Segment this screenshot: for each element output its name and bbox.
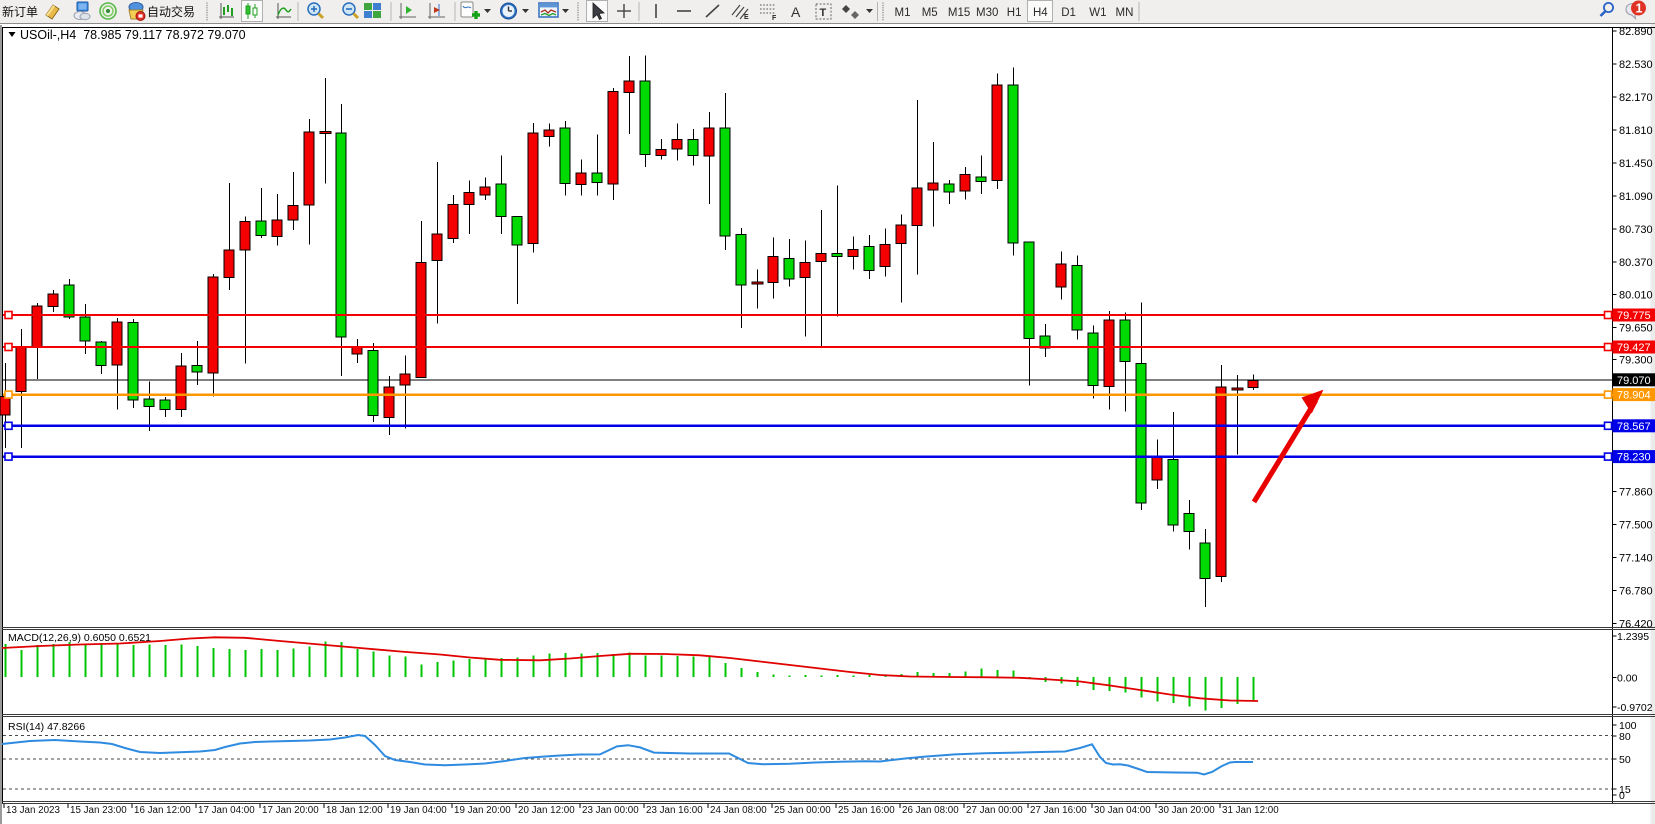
svg-text:77.500: 77.500 <box>1619 520 1653 532</box>
svg-text:13 Jan 2023: 13 Jan 2023 <box>6 805 60 816</box>
svg-text:26 Jan 08:00: 26 Jan 08:00 <box>902 805 959 816</box>
svg-text:82.530: 82.530 <box>1619 59 1653 71</box>
svg-text:15 Jan 23:00: 15 Jan 23:00 <box>70 805 127 816</box>
svg-text:81.090: 81.090 <box>1619 191 1653 203</box>
svg-text:77.860: 77.860 <box>1619 487 1653 499</box>
svg-text:RSI(14) 47.8266: RSI(14) 47.8266 <box>8 721 85 733</box>
svg-text:81.450: 81.450 <box>1619 158 1653 170</box>
svg-text:A: A <box>791 4 801 20</box>
svg-text:H4: H4 <box>1033 7 1048 19</box>
svg-text:E: E <box>744 14 749 21</box>
svg-text:24 Jan 08:00: 24 Jan 08:00 <box>710 805 767 816</box>
svg-text:1.2395: 1.2395 <box>1617 631 1649 643</box>
svg-text:MACD(12,26,9) 0.6050 0.6521: MACD(12,26,9) 0.6050 0.6521 <box>8 632 151 644</box>
svg-text:79.427: 79.427 <box>1617 342 1651 354</box>
svg-text:50: 50 <box>1619 754 1631 766</box>
svg-text:T: T <box>820 7 827 19</box>
svg-text:-0.9702: -0.9702 <box>1617 702 1653 714</box>
svg-text:0: 0 <box>1619 790 1625 802</box>
svg-text:78.904: 78.904 <box>1617 390 1651 402</box>
svg-text:80.730: 80.730 <box>1619 224 1653 236</box>
svg-text:20 Jan 12:00: 20 Jan 12:00 <box>518 805 575 816</box>
svg-text:30 Jan 20:00: 30 Jan 20:00 <box>1158 805 1215 816</box>
svg-text:15: 15 <box>1619 784 1631 796</box>
svg-text:80: 80 <box>1619 731 1631 743</box>
svg-text:16 Jan 12:00: 16 Jan 12:00 <box>134 805 191 816</box>
svg-text:77.140: 77.140 <box>1619 553 1653 565</box>
svg-text:79.070: 79.070 <box>1617 375 1651 387</box>
svg-text:79.775: 79.775 <box>1617 310 1651 322</box>
svg-text:17 Jan 20:00: 17 Jan 20:00 <box>262 805 319 816</box>
svg-text:80.010: 80.010 <box>1619 290 1653 302</box>
svg-text:79.300: 79.300 <box>1619 355 1653 367</box>
svg-text:100: 100 <box>1619 720 1637 732</box>
svg-text:M1: M1 <box>895 7 911 19</box>
svg-text:M30: M30 <box>976 7 998 19</box>
svg-text:自动交易: 自动交易 <box>147 4 195 19</box>
svg-text:80.370: 80.370 <box>1619 257 1653 269</box>
svg-text:76.420: 76.420 <box>1619 618 1653 630</box>
svg-text:82.170: 82.170 <box>1619 92 1653 104</box>
svg-text:25 Jan 16:00: 25 Jan 16:00 <box>838 805 895 816</box>
svg-text:23 Jan 16:00: 23 Jan 16:00 <box>646 805 703 816</box>
svg-text:27 Jan 00:00: 27 Jan 00:00 <box>966 805 1023 816</box>
svg-text:19 Jan 20:00: 19 Jan 20:00 <box>454 805 511 816</box>
svg-text:M15: M15 <box>948 7 970 19</box>
svg-text:0.00: 0.00 <box>1617 673 1638 685</box>
svg-text:F: F <box>772 15 777 22</box>
svg-text:1: 1 <box>1636 2 1643 16</box>
svg-text:新订单: 新订单 <box>2 4 38 19</box>
svg-text:30 Jan 04:00: 30 Jan 04:00 <box>1094 805 1151 816</box>
svg-text:19 Jan 04:00: 19 Jan 04:00 <box>390 805 447 816</box>
svg-text:25 Jan 00:00: 25 Jan 00:00 <box>774 805 831 816</box>
svg-text:76.780: 76.780 <box>1619 586 1653 598</box>
svg-text:78.567: 78.567 <box>1617 421 1651 433</box>
svg-text:82.890: 82.890 <box>1619 26 1653 38</box>
svg-text:USOil-,H4 78.985 79.117 78.97: USOil-,H4 78.985 79.117 78.972 79.070 <box>20 28 246 42</box>
svg-text:79.650: 79.650 <box>1619 323 1653 335</box>
svg-text:17 Jan 04:00: 17 Jan 04:00 <box>198 805 255 816</box>
svg-text:31 Jan 12:00: 31 Jan 12:00 <box>1222 805 1279 816</box>
svg-text:81.810: 81.810 <box>1619 125 1653 137</box>
svg-text:18 Jan 12:00: 18 Jan 12:00 <box>326 805 383 816</box>
svg-text:27 Jan 16:00: 27 Jan 16:00 <box>1030 805 1087 816</box>
svg-text:D1: D1 <box>1061 7 1076 19</box>
svg-text:M5: M5 <box>922 7 938 19</box>
svg-text:H1: H1 <box>1007 7 1022 19</box>
svg-text:23 Jan 00:00: 23 Jan 00:00 <box>582 805 639 816</box>
svg-text:W1: W1 <box>1089 7 1106 19</box>
svg-text:78.230: 78.230 <box>1617 452 1651 464</box>
svg-text:MN: MN <box>1116 7 1134 19</box>
